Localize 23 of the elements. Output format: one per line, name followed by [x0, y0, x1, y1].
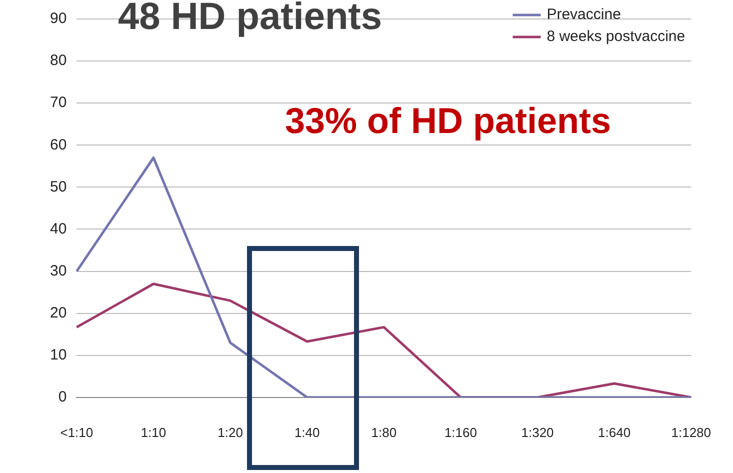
- x-tick-label: 1:1280: [671, 424, 711, 440]
- x-tick-label: 1:160: [444, 424, 477, 440]
- annotation: 33% of HD patients: [285, 100, 612, 142]
- legend-label: Prevaccine: [546, 6, 621, 24]
- legend-label: 8 weeks postvaccine: [546, 28, 686, 46]
- y-tick-label: 40: [50, 220, 67, 238]
- y-tick-label: 10: [50, 346, 67, 364]
- x-tick-label: 1:40: [294, 424, 320, 440]
- y-tick-label: 70: [50, 94, 67, 112]
- x-tick-label: 1:320: [521, 424, 554, 440]
- y-tick-label: 60: [50, 136, 67, 154]
- y-tick-label: 20: [50, 304, 67, 322]
- x-tick-label: 1:20: [218, 424, 243, 440]
- y-tick-label: 30: [50, 262, 67, 280]
- y-tick-label: 50: [50, 178, 67, 196]
- y-tick-label: 90: [50, 10, 67, 28]
- x-tick-label: 1:10: [140, 424, 166, 440]
- x-tick-label: 1:80: [371, 424, 397, 440]
- y-tick-label: 80: [50, 52, 67, 70]
- x-tick-label: <1:10: [60, 424, 94, 440]
- x-tick-label: 1:640: [598, 424, 631, 440]
- y-tick-label: 0: [58, 388, 67, 406]
- chart-title: 48 HD patients: [118, 0, 382, 39]
